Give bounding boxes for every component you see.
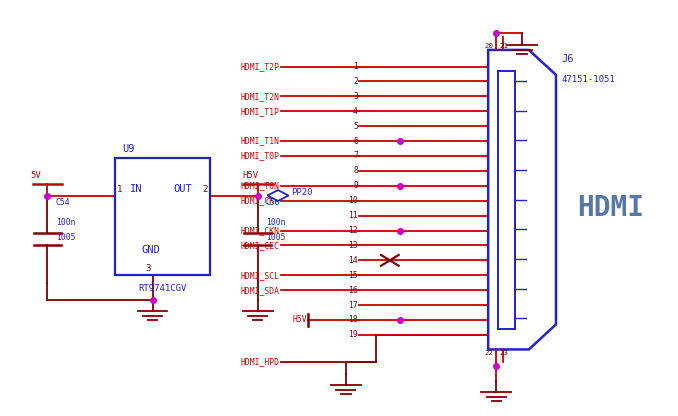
Text: 47151-1051: 47151-1051: [561, 75, 615, 84]
Text: 2: 2: [353, 77, 358, 86]
Text: 5V: 5V: [31, 171, 41, 180]
Text: HDMI_T2N: HDMI_T2N: [240, 92, 279, 101]
Text: 6: 6: [353, 136, 358, 146]
Bar: [498, 71, 515, 329]
Text: RT9741CGV: RT9741CGV: [138, 284, 187, 293]
Text: HDMI_SCL: HDMI_SCL: [240, 271, 279, 280]
Text: IN: IN: [130, 184, 142, 194]
Text: OUT: OUT: [173, 184, 192, 194]
Text: GND: GND: [141, 245, 160, 255]
Text: J6: J6: [561, 54, 574, 64]
Text: U9: U9: [122, 144, 134, 154]
Text: 11: 11: [348, 211, 358, 220]
Text: HDMI_T1P: HDMI_T1P: [240, 107, 279, 116]
Text: 16: 16: [348, 286, 358, 295]
Text: HDMI_HPD: HDMI_HPD: [240, 357, 279, 366]
Text: 3: 3: [353, 92, 358, 101]
Text: 10: 10: [348, 196, 358, 205]
Text: 12: 12: [348, 226, 358, 235]
Text: HDMI_T0P: HDMI_T0P: [240, 151, 279, 161]
Text: HDMI_CEC: HDMI_CEC: [240, 241, 279, 250]
Text: 21: 21: [499, 43, 508, 49]
Text: C54: C54: [56, 198, 71, 207]
Text: 1: 1: [117, 185, 123, 194]
Text: 23: 23: [499, 350, 508, 356]
Bar: [115, 158, 210, 275]
Text: 100n: 100n: [266, 218, 285, 228]
Text: H5V: H5V: [292, 315, 307, 324]
Text: 18: 18: [348, 315, 358, 324]
Text: HDMI_CKP: HDMI_CKP: [240, 196, 279, 205]
Text: 20: 20: [485, 43, 494, 49]
Text: 3: 3: [145, 264, 151, 273]
Polygon shape: [267, 190, 289, 201]
Text: 100n: 100n: [56, 218, 75, 228]
Text: 22: 22: [485, 350, 494, 356]
Text: H5V: H5V: [243, 171, 259, 180]
Text: PP20: PP20: [292, 188, 313, 197]
Text: 9: 9: [353, 181, 358, 190]
Text: HDMI_T1N: HDMI_T1N: [240, 136, 279, 146]
Text: 4: 4: [353, 107, 358, 116]
Text: 2: 2: [203, 185, 208, 194]
Text: 19: 19: [348, 330, 358, 339]
Text: 17: 17: [348, 301, 358, 310]
Text: 1005: 1005: [56, 233, 75, 242]
Text: 13: 13: [348, 241, 358, 250]
Text: HDMI_CKN: HDMI_CKN: [240, 226, 279, 235]
Text: 8: 8: [353, 166, 358, 176]
Text: 7: 7: [353, 151, 358, 161]
Text: 5: 5: [353, 122, 358, 131]
Text: HDMI: HDMI: [577, 194, 643, 222]
Text: 14: 14: [348, 256, 358, 265]
Text: HDMI_T0N: HDMI_T0N: [240, 181, 279, 190]
Text: 1: 1: [353, 62, 358, 71]
Text: 1005: 1005: [266, 233, 285, 242]
Polygon shape: [488, 50, 556, 349]
Text: HDMI_T2P: HDMI_T2P: [240, 62, 279, 71]
Text: HDMI_SDA: HDMI_SDA: [240, 286, 279, 295]
Text: 15: 15: [348, 271, 358, 280]
Text: C56: C56: [266, 198, 281, 207]
